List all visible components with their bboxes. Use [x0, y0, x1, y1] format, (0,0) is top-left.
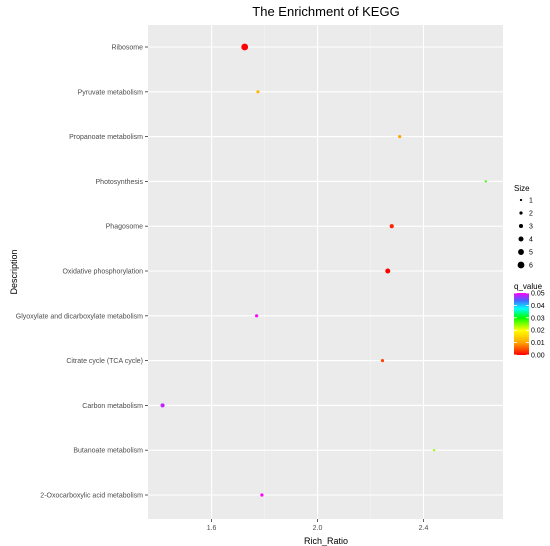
color-legend-label: 0.02	[531, 328, 545, 335]
data-point	[432, 449, 436, 452]
data-point	[484, 180, 487, 183]
size-legend-label: 4	[529, 237, 533, 244]
data-point	[260, 493, 264, 497]
size-legend-label: 6	[529, 263, 533, 270]
x-tick-label: 1.6	[207, 525, 217, 532]
color-legend-ticks: 0.05 0.04 0.03 0.02 0.01 0.00	[514, 291, 545, 360]
y-tick-label: Glyoxylate and dicarboxylate metabolism	[16, 313, 143, 320]
y-tick-label: Pyruvate metabolism	[78, 89, 144, 96]
y-tick-label: Photosynthesis	[96, 179, 144, 186]
color-legend: q_value 0.05 0.04 0.03 0.02 0.01 0.00	[514, 282, 545, 360]
data-point	[256, 90, 260, 94]
data-point	[398, 135, 402, 139]
color-legend-label: 0.04	[531, 303, 545, 310]
size-legend-title: Size	[514, 184, 530, 193]
size-legend-items: 1 2 3 4 5 6	[517, 198, 533, 270]
size-legend-label: 5	[529, 250, 533, 257]
grid-lines	[148, 25, 503, 519]
data-point	[255, 314, 259, 318]
x-axis-label: Rich_Ratio	[304, 536, 348, 546]
size-legend-dot	[518, 236, 524, 242]
x-tick-labels: 1.6 2.0 2.4	[207, 519, 429, 532]
color-legend-label: 0.00	[531, 353, 545, 360]
color-legend-label: 0.03	[531, 315, 545, 322]
data-point	[385, 268, 391, 274]
size-legend-dot	[518, 249, 524, 255]
size-legend-dot	[519, 211, 523, 215]
size-legend-label: 1	[529, 198, 533, 205]
size-legend-dot	[519, 198, 523, 202]
size-legend-dot	[518, 223, 524, 229]
data-point	[160, 403, 165, 408]
x-tick-label: 2.0	[313, 525, 323, 532]
size-legend-label: 2	[529, 211, 533, 218]
chart-title: The Enrichment of KEGG	[252, 4, 399, 19]
y-tick-label: Butanoate metabolism	[73, 448, 143, 455]
color-legend-label: 0.05	[531, 291, 545, 298]
color-legend-title: q_value	[514, 282, 543, 291]
x-tick-label: 2.4	[419, 525, 429, 532]
y-tick-label: Propanoate metabolism	[69, 134, 143, 141]
color-legend-bar	[514, 293, 529, 355]
data-points	[160, 43, 487, 497]
y-tick-label: Phagosome	[106, 224, 143, 231]
y-tick-label: 2-Oxocarboxylic acid metabolism	[40, 493, 143, 500]
y-tick-label: Citrate cycle (TCA cycle)	[66, 358, 143, 365]
y-tick-label: Oxidative phosphorylation	[62, 269, 143, 276]
y-tick-label: Carbon metabolism	[82, 403, 143, 410]
y-axis-label: Description	[9, 249, 19, 294]
size-legend-dot	[517, 261, 525, 269]
size-legend: Size 1 2 3 4 5 6	[514, 184, 533, 270]
y-tick-label: Ribosome	[111, 45, 143, 52]
plot-panel	[148, 25, 503, 519]
size-legend-label: 3	[529, 224, 533, 231]
data-point	[389, 224, 394, 229]
y-tick-labels: Ribosome Pyruvate metabolism Propanoate me…	[16, 45, 148, 500]
data-point	[241, 43, 249, 51]
data-point	[380, 359, 385, 363]
color-legend-label: 0.01	[531, 340, 545, 347]
